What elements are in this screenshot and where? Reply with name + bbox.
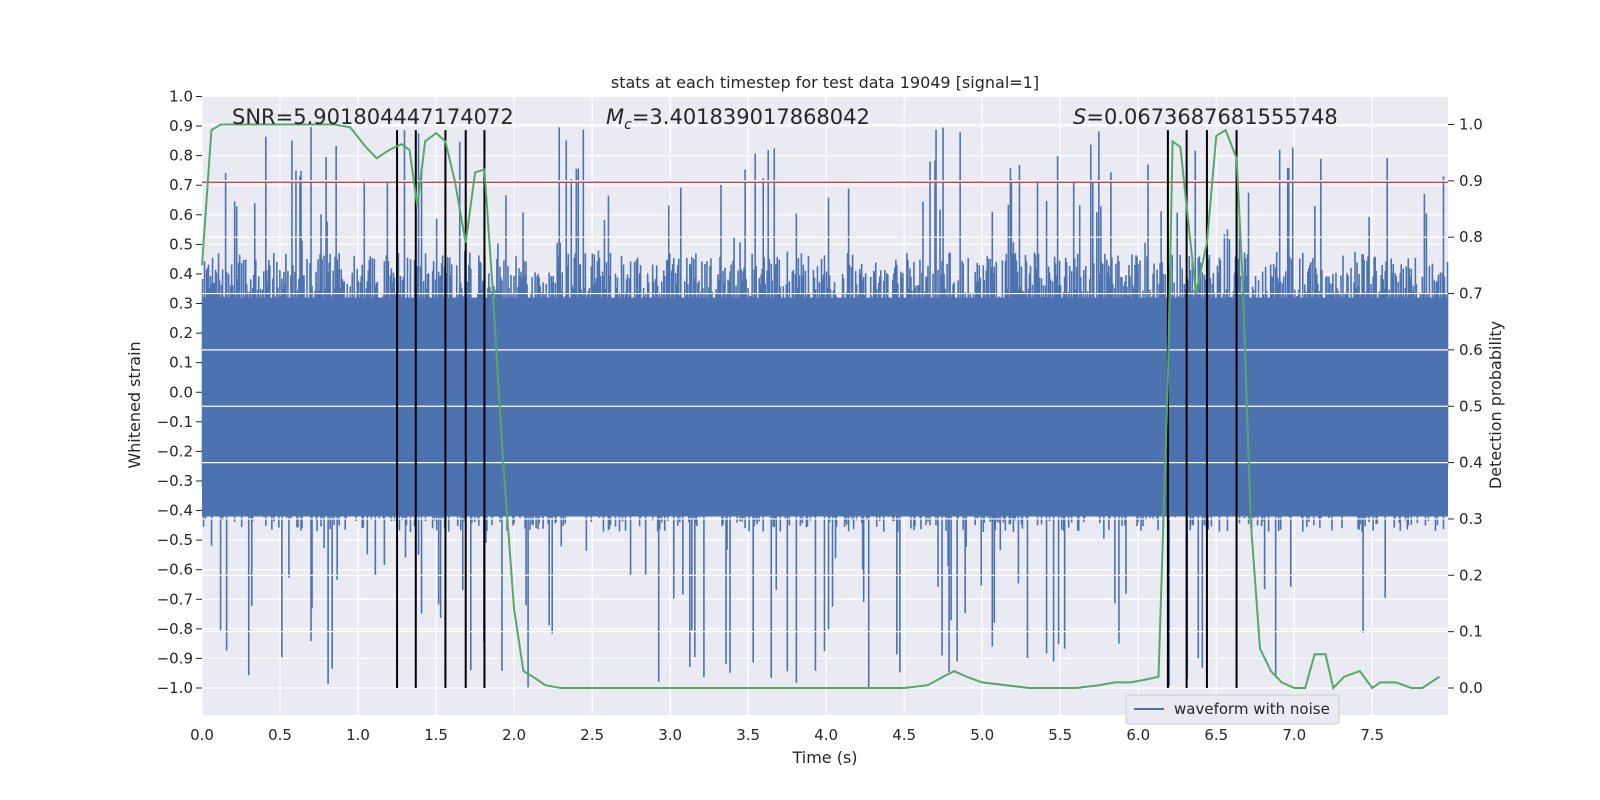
left-tick-label: 0.5: [169, 235, 193, 253]
right-tick-label: 0.7: [1459, 285, 1483, 303]
snr-annotation: SNR=5.901804447174072: [232, 105, 514, 129]
right-tick-label: 0.4: [1459, 454, 1483, 472]
left-axis-ticks: 1.0 0.9 0.8 0.7 0.6 0.5 0.4 0.3 0.2 0.1 0.0 −0.1 −0.…: [157, 88, 202, 697]
chirp-mass-annotation: Mc=3.401839017868042: [606, 105, 870, 133]
detection-probability-line: [201, 123, 1440, 691]
right-tick-label: 0.1: [1459, 623, 1483, 641]
right-tick-label: 0.8: [1459, 228, 1483, 246]
left-tick-label: −0.2: [157, 442, 193, 460]
legend-box: [1125, 694, 1340, 725]
right-tick-label: 0.3: [1459, 510, 1483, 528]
left-tick-label: −1.0: [157, 679, 193, 697]
left-tick-label: 0.8: [169, 147, 193, 165]
x-tick-label: 2.5: [580, 726, 604, 744]
left-tick-label: 1.0: [169, 88, 193, 106]
left-tick-label: 0.1: [169, 354, 193, 372]
x-tick-label: 3.0: [658, 726, 682, 744]
right-axis-gridlines: [202, 123, 1448, 689]
left-tick-label: −0.7: [157, 590, 193, 608]
right-tick-label: 0.5: [1459, 397, 1483, 415]
left-axis-label: Whitened strain: [125, 341, 144, 468]
left-tick-label: 0.6: [169, 206, 193, 224]
s-symbol: S: [1073, 105, 1086, 129]
x-axis-ticks: 0.0 0.5 1.0 1.5 2.0 2.5 3.0 3.5 4.0 4.5 5.0 5.5 6.0 6…: [190, 726, 1384, 744]
x-tick-label: 7.5: [1360, 726, 1384, 744]
left-tick-label: −0.8: [157, 620, 193, 638]
right-tick-label: 0.9: [1459, 172, 1483, 190]
waveform-core: [202, 297, 1448, 517]
legend: waveform with noise: [1125, 694, 1340, 725]
x-tick-label: 3.5: [736, 726, 760, 744]
chart-title: stats at each timestep for test data 190…: [611, 73, 1039, 92]
left-tick-label: −0.5: [157, 531, 193, 549]
right-axis-ticks: 1.0 0.9 0.8 0.7 0.6 0.5 0.4 0.3 0.2 0.1 0.0: [1448, 116, 1483, 697]
s-annotation: S=0.0673687681555748: [1073, 105, 1338, 129]
x-tick-label: 1.0: [346, 726, 370, 744]
x-tick-label: 4.5: [892, 726, 916, 744]
legend-label: waveform with noise: [1174, 700, 1330, 718]
x-tick-label: 1.5: [424, 726, 448, 744]
left-tick-label: 0.2: [169, 324, 193, 342]
x-tick-label: 2.0: [502, 726, 526, 744]
chirp-mass-subscript: c: [624, 117, 632, 133]
chirp-mass-symbol: M: [606, 105, 624, 129]
left-tick-label: 0.7: [169, 176, 193, 194]
x-tick-label: 5.0: [970, 726, 994, 744]
left-tick-label: 0.3: [169, 295, 193, 313]
x-tick-label: 0.0: [190, 726, 214, 744]
x-tick-label: 0.5: [268, 726, 292, 744]
x-axis-label: Time (s): [791, 748, 857, 767]
x-tick-label: 5.5: [1048, 726, 1072, 744]
chirp-mass-value: =3.401839017868042: [632, 105, 870, 129]
left-tick-label: −0.4: [157, 502, 193, 520]
left-tick-label: 0.0: [169, 383, 193, 401]
left-tick-label: −0.6: [157, 561, 193, 579]
left-tick-label: 0.4: [169, 265, 193, 283]
right-axis-label: Detection probability: [1486, 321, 1505, 489]
right-tick-label: 0.0: [1459, 679, 1483, 697]
x-tick-label: 6.5: [1204, 726, 1228, 744]
left-tick-label: 0.9: [169, 117, 193, 135]
x-tick-label: 4.0: [814, 726, 838, 744]
s-value: =0.0673687681555748: [1086, 105, 1337, 129]
left-tick-label: −0.1: [157, 413, 193, 431]
left-tick-label: −0.3: [157, 472, 193, 490]
right-tick-label: 0.2: [1459, 566, 1483, 584]
right-tick-label: 1.0: [1459, 116, 1483, 134]
right-tick-label: 0.6: [1459, 341, 1483, 359]
x-tick-label: 7.0: [1282, 726, 1306, 744]
x-tick-label: 6.0: [1126, 726, 1150, 744]
left-tick-label: −0.9: [157, 649, 193, 667]
